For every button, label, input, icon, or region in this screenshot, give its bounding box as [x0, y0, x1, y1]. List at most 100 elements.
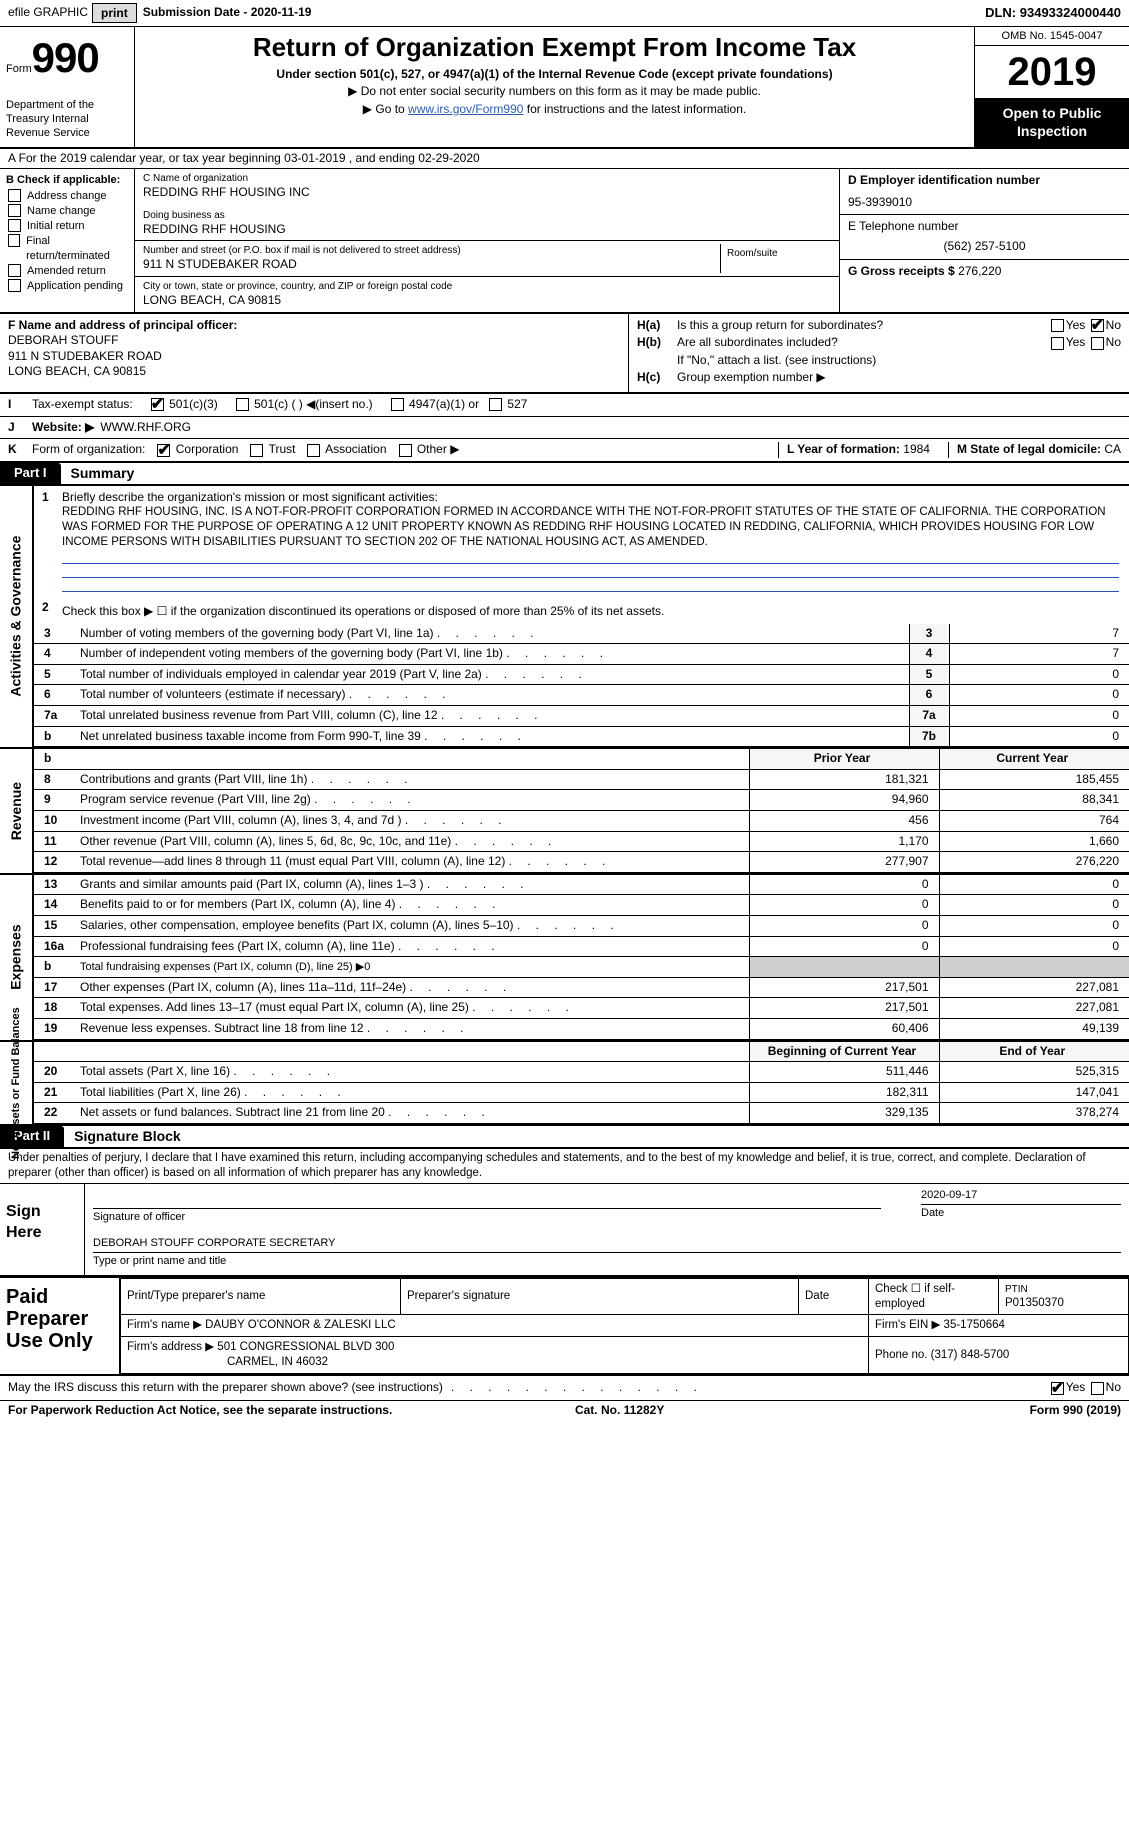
check-association[interactable]	[307, 444, 320, 457]
org-name: REDDING RHF HOUSING INC	[143, 185, 831, 201]
section-revenue: Revenue b Prior Year Current Year 8Contr…	[0, 749, 1129, 875]
side-label-activities: Activities & Governance	[7, 536, 25, 697]
form-subtitle: Under section 501(c), 527, or 4947(a)(1)…	[143, 67, 966, 83]
row-a-period: A For the 2019 calendar year, or tax yea…	[0, 149, 1129, 170]
part2-header: Part II Signature Block	[0, 1126, 1129, 1149]
dba-name: REDDING RHF HOUSING	[143, 222, 831, 238]
section-expenses: Expenses 13Grants and similar amounts pa…	[0, 875, 1129, 1042]
print-button[interactable]: print	[92, 3, 137, 23]
officer-signed-name: DEBORAH STOUFF CORPORATE SECRETARY	[93, 1236, 1121, 1250]
open-public-badge: Open to Public Inspection	[975, 98, 1129, 146]
table-row: 19Revenue less expenses. Subtract line 1…	[34, 1018, 1129, 1039]
row-j-website: J Website: ▶ WWW.RHF.ORG	[0, 417, 1129, 440]
table-row: 3Number of voting members of the governi…	[34, 624, 1129, 644]
table-activities: 3Number of voting members of the governi…	[34, 624, 1129, 748]
form-number: 990	[32, 34, 99, 81]
f-officer-block: F Name and address of principal officer:…	[0, 314, 629, 392]
part2-title: Signature Block	[64, 1127, 181, 1145]
sign-here-label: Sign Here	[0, 1184, 85, 1275]
table-row: 17Other expenses (Part IX, column (A), l…	[34, 977, 1129, 998]
check-hb-no[interactable]	[1091, 337, 1104, 350]
table-row: 8Contributions and grants (Part VIII, li…	[34, 769, 1129, 790]
check-address[interactable]	[8, 189, 21, 202]
check-amended[interactable]	[8, 264, 21, 277]
table-row: 22Net assets or fund balances. Subtract …	[34, 1103, 1129, 1124]
check-501c3[interactable]	[151, 398, 164, 411]
street-address: 911 N STUDEBAKER ROAD	[143, 257, 720, 273]
form-ref: Form 990 (2019)	[1030, 1403, 1121, 1419]
part1-tab: Part I	[0, 463, 61, 484]
row-i-tax-status: I Tax-exempt status: 501(c)(3) 501(c) ( …	[0, 393, 1129, 417]
line2-text: Check this box ▶ ☐ if the organization d…	[62, 604, 1119, 620]
check-trust[interactable]	[250, 444, 263, 457]
check-hb-yes[interactable]	[1051, 337, 1064, 350]
form-note-ssn: ▶ Do not enter social security numbers o…	[143, 84, 966, 100]
col-b-checks: B Check if applicable: Address change Na…	[0, 169, 135, 311]
section-netassets: Net Assets or Fund Balances Beginning of…	[0, 1042, 1129, 1126]
side-label-netassets: Net Assets or Fund Balances	[9, 1007, 23, 1159]
table-row: bTotal fundraising expenses (Part IX, co…	[34, 957, 1129, 978]
table-row: 20Total assets (Part X, line 16) . . . .…	[34, 1062, 1129, 1083]
sub-date-label: Submission Date - 2020-11-19	[143, 5, 312, 21]
check-final[interactable]	[8, 234, 20, 247]
form-header: Form990 Department of the Treasury Inter…	[0, 27, 1129, 149]
table-row: 21Total liabilities (Part X, line 26) . …	[34, 1082, 1129, 1103]
table-netassets: Beginning of Current Year End of Year 20…	[34, 1042, 1129, 1124]
check-4947[interactable]	[391, 398, 404, 411]
firm-name: DAUBY O'CONNOR & ZALESKI LLC	[205, 1319, 396, 1331]
section-activities: Activities & Governance 1 Briefly descri…	[0, 486, 1129, 750]
dept-label: Department of the Treasury Internal Reve…	[6, 98, 128, 141]
check-initial[interactable]	[8, 219, 21, 232]
table-row: 16aProfessional fundraising fees (Part I…	[34, 936, 1129, 957]
check-application[interactable]	[8, 279, 21, 292]
col-right-deg: D Employer identification number 95-3939…	[839, 169, 1129, 311]
tax-year: 2019	[975, 46, 1129, 98]
paid-preparer-label: Paid Preparer Use Only	[0, 1278, 120, 1375]
side-label-revenue: Revenue	[7, 782, 25, 840]
part1-title: Summary	[61, 464, 135, 482]
form-title: Return of Organization Exempt From Incom…	[143, 31, 966, 65]
form-note-link: ▶ Go to www.irs.gov/Form990 for instruct…	[143, 102, 966, 118]
header-grid: B Check if applicable: Address change Na…	[0, 169, 1129, 313]
check-corporation[interactable]	[157, 444, 170, 457]
table-row: Print/Type preparer's name Preparer's si…	[121, 1278, 1129, 1315]
check-discuss-yes[interactable]	[1051, 1382, 1064, 1395]
topbar: efile GRAPHIC print Submission Date - 20…	[0, 0, 1129, 27]
table-row: 9Program service revenue (Part VIII, lin…	[34, 790, 1129, 811]
officer-name: DEBORAH STOUFF	[8, 333, 620, 349]
side-label-expenses: Expenses	[7, 925, 25, 990]
sig-date: 2020-09-17	[921, 1188, 1121, 1202]
irs-link[interactable]: www.irs.gov/Form990	[408, 102, 523, 116]
table-revenue: b Prior Year Current Year 8Contributions…	[34, 749, 1129, 873]
state-domicile: CA	[1104, 442, 1121, 456]
sign-block: Sign Here Signature of officer 2020-09-1…	[0, 1184, 1129, 1276]
preparer-table: Print/Type preparer's name Preparer's si…	[120, 1278, 1129, 1375]
line1-mission: 1 Briefly describe the organization's mi…	[34, 486, 1129, 596]
check-other[interactable]	[399, 444, 412, 457]
table-row: 18Total expenses. Add lines 13–17 (must …	[34, 998, 1129, 1019]
table-row: Beginning of Current Year End of Year	[34, 1042, 1129, 1062]
ptin: P01350370	[1005, 1296, 1122, 1311]
footer-bottom: For Paperwork Reduction Act Notice, see …	[0, 1401, 1129, 1421]
check-name[interactable]	[8, 204, 21, 217]
check-527[interactable]	[489, 398, 502, 411]
row-k-form-org: K Form of organization: Corporation Trus…	[0, 439, 1129, 463]
firm-addr1: 501 CONGRESSIONAL BLVD 300	[217, 1341, 394, 1353]
table-row: 4Number of independent voting members of…	[34, 644, 1129, 665]
table-row: b Prior Year Current Year	[34, 749, 1129, 769]
col-c-org: C Name of organization REDDING RHF HOUSI…	[135, 169, 839, 311]
h-group-block: H(a) Is this a group return for subordin…	[629, 314, 1129, 392]
check-ha-yes[interactable]	[1051, 319, 1064, 332]
preparer-block: Paid Preparer Use Only Print/Type prepar…	[0, 1276, 1129, 1377]
check-501c[interactable]	[236, 398, 249, 411]
form-title-block: Return of Organization Exempt From Incom…	[135, 27, 974, 147]
city-state-zip: LONG BEACH, CA 90815	[143, 293, 831, 309]
cat-no: Cat. No. 11282Y	[575, 1403, 664, 1419]
table-row: 12Total revenue—add lines 8 through 11 (…	[34, 852, 1129, 873]
table-row: 10Investment income (Part VIII, column (…	[34, 811, 1129, 832]
check-ha-no[interactable]	[1091, 319, 1104, 332]
website-url: WWW.RHF.ORG	[100, 420, 191, 436]
check-discuss-no[interactable]	[1091, 1382, 1104, 1395]
form-id-block: Form990 Department of the Treasury Inter…	[0, 27, 135, 147]
table-row: 14Benefits paid to or for members (Part …	[34, 895, 1129, 916]
